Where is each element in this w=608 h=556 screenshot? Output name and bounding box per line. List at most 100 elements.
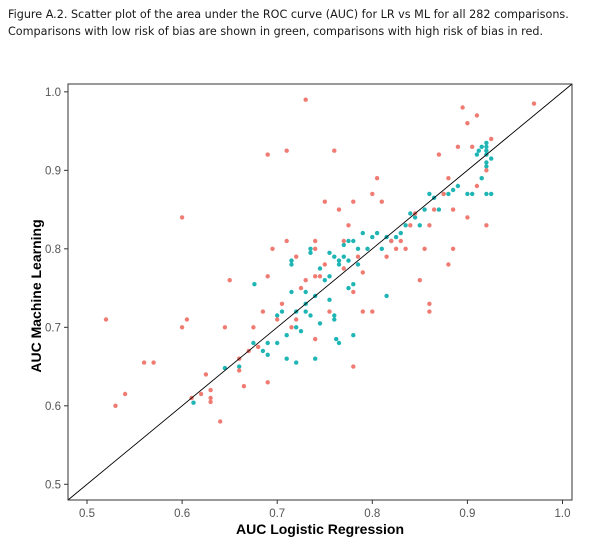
low-risk-point-0 (191, 400, 196, 405)
low-risk-point-30 (322, 278, 327, 283)
low-risk-point-84 (484, 140, 489, 146)
low-risk-point-63 (412, 215, 418, 220)
high-risk-point-58 (417, 278, 422, 283)
high-risk-point-55 (403, 246, 408, 251)
low-risk-point-34 (332, 254, 337, 259)
high-risk-point-30 (284, 238, 289, 244)
high-risk-point-47 (360, 309, 365, 314)
high-risk-point-72 (484, 168, 489, 173)
high-risk-point-78 (351, 364, 356, 369)
low-risk-point-79 (484, 164, 489, 169)
high-risk-point-77 (446, 262, 451, 267)
high-risk-point-9 (198, 391, 204, 397)
low-risk-point-46 (351, 238, 356, 244)
high-risk-point-3 (141, 360, 147, 365)
low-risk-point-18 (294, 360, 299, 365)
figure-caption: Figure A.2. Scatter plot of the area und… (8, 6, 604, 40)
low-risk-point-42 (341, 242, 346, 248)
high-risk-point-11 (208, 399, 213, 405)
high-risk-point-43 (346, 223, 351, 228)
x-tick-label-1: 0.6 (174, 508, 190, 520)
high-risk-point-65 (450, 207, 456, 212)
y-tick-label-5: 1.0 (45, 87, 61, 99)
low-risk-point-28 (317, 321, 323, 326)
high-risk-point-24 (265, 152, 270, 157)
high-risk-point-0 (103, 317, 109, 322)
high-risk-point-40 (332, 148, 337, 153)
low-risk-point-21 (303, 289, 308, 295)
high-risk-point-82 (474, 183, 480, 189)
high-risk-point-50 (379, 199, 384, 204)
low-risk-point-8 (275, 340, 280, 346)
high-risk-point-85 (313, 246, 318, 251)
high-risk-point-86 (322, 199, 327, 204)
high-risk-point-45 (355, 254, 361, 259)
low-risk-point-11 (284, 356, 289, 361)
x-tick-label-3: 0.8 (364, 508, 380, 520)
low-risk-point-51 (360, 230, 365, 236)
y-tick-label-1: 0.6 (45, 401, 61, 413)
y-tick-label-2: 0.7 (45, 322, 61, 334)
high-risk-point-79 (427, 301, 432, 306)
high-risk-point-88 (313, 238, 318, 244)
high-risk-point-67 (455, 144, 461, 149)
y-axis-title: AUC Machine Learning (28, 219, 44, 372)
low-risk-point-19 (298, 329, 304, 334)
high-risk-point-59 (422, 246, 427, 251)
high-risk-point-21 (251, 325, 256, 330)
high-risk-point-84 (294, 254, 299, 259)
axis-ticks: 0.5 0.6 0.7 0.8 0.9 1.0 0.5 0.6 0.7 0.8 0.9 1.0 (45, 87, 570, 520)
high-risk-point-17 (237, 368, 242, 373)
high-risk-point-73 (489, 136, 494, 142)
low-risk-point-83 (484, 144, 489, 149)
high-risk-point-81 (465, 215, 470, 220)
plot-frame (67, 83, 573, 501)
high-risk-point-56 (408, 223, 413, 228)
high-risk-point-39 (327, 309, 332, 314)
low-risk-point-43 (346, 285, 351, 291)
high-risk-point-46 (360, 270, 365, 275)
x-tick-label-0: 0.5 (79, 508, 95, 520)
low-risk-point-32 (327, 274, 332, 279)
high-risk-point-36 (313, 336, 318, 342)
high-risk-point-29 (284, 148, 289, 153)
low-risk-point-54 (374, 230, 380, 236)
high-risk-point-32 (294, 317, 299, 322)
high-risk-point-60 (427, 223, 432, 228)
high-risk-point-53 (393, 246, 399, 251)
low-risk-point-15 (289, 258, 294, 263)
low-risk-point-6 (265, 352, 270, 357)
low-risk-point-62 (408, 211, 413, 216)
low-risk-point-5 (260, 348, 266, 354)
y-tick-label-3: 0.8 (45, 244, 61, 256)
low-risk-point-59 (393, 234, 399, 240)
points-layer (103, 97, 537, 424)
low-risk-point-82 (484, 148, 489, 153)
high-risk-point-83 (484, 223, 489, 228)
high-risk-point-31 (289, 325, 294, 330)
y-tick-label-0: 0.5 (45, 479, 61, 491)
low-risk-point-53 (370, 234, 375, 240)
x-axis-title: AUC Logistic Regression (236, 521, 404, 537)
y-tick-label-4: 0.9 (45, 165, 61, 177)
high-risk-point-44 (351, 289, 356, 295)
low-risk-point-23 (308, 313, 313, 318)
high-risk-point-33 (298, 285, 304, 291)
high-risk-point-51 (384, 254, 389, 259)
low-risk-point-25 (308, 250, 313, 255)
low-risk-point-24 (308, 246, 313, 251)
low-risk-point-71 (450, 187, 456, 193)
high-risk-point-25 (265, 380, 270, 385)
low-risk-point-73 (465, 191, 470, 197)
high-risk-point-52 (389, 238, 394, 244)
low-risk-point-80 (484, 160, 489, 165)
low-risk-point-39 (336, 258, 342, 263)
high-risk-point-34 (303, 278, 308, 283)
high-risk-point-14 (218, 419, 223, 424)
low-risk-point-47 (351, 282, 356, 287)
high-risk-point-16 (227, 278, 232, 283)
high-risk-point-1 (113, 403, 118, 408)
low-risk-point-85 (484, 191, 489, 197)
low-risk-point-29 (317, 266, 323, 271)
caption-line-1: Figure A.2. Scatter plot of the area und… (8, 8, 569, 21)
